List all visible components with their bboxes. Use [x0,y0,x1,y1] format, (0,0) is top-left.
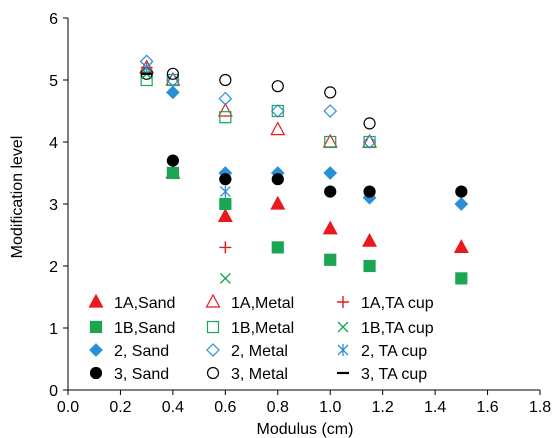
data-point [219,197,232,211]
data-point [363,117,376,130]
x-tick-label: 1.2 [372,399,394,416]
data-point [219,241,232,254]
data-point [217,208,233,222]
legend-label: 1B,Metal [231,320,294,337]
legend-label: 1A,Metal [231,295,294,312]
data-point [454,197,469,211]
data-point [453,239,469,253]
data-point [219,185,231,198]
data-point [363,259,376,273]
legend-marker [206,320,220,334]
data-point [270,121,286,136]
data-point [271,173,284,186]
data-point [166,67,179,80]
data-point [324,253,337,266]
legend-marker [206,366,220,380]
legend-label: 1A,TA cup [361,295,434,312]
data-points [139,54,469,285]
x-ticks: 0.0 0.2 0.4 0.6 0.8 1.0 1.2 1.4 1.6 1.8 [57,390,551,416]
x-tick-label: 0.4 [162,399,184,416]
legend-label: 1A,Sand [114,295,175,312]
legend-label: 1B,TA cup [361,320,434,337]
legend-label: 2, Metal [231,343,288,360]
legend-label: 3, Metal [231,366,288,383]
x-tick-label: 1.8 [529,399,551,416]
y-ticks: 0 1 2 3 4 5 6 [49,11,68,400]
data-point [270,195,286,210]
x-axis-label: Modulus (cm) [257,421,354,438]
x-tick-label: 1.0 [319,399,341,416]
data-point [455,185,468,198]
x-tick-label: 0.6 [214,399,236,416]
x-tick-label: 0.0 [57,399,79,416]
legend-marker [89,343,103,357]
data-point [362,135,377,149]
data-point [363,185,376,198]
legend-marker [206,343,220,357]
data-point [271,241,284,254]
data-point [324,86,337,99]
data-point [271,80,284,93]
y-tick-label: 0 [49,383,58,400]
data-point [218,91,233,106]
legend-marker [88,293,104,308]
data-point [141,61,153,74]
y-axis-label: Modification level [9,136,26,259]
data-point [270,104,285,118]
data-point [323,166,338,180]
x-tick-label: 1.6 [476,399,498,416]
x-tick-label: 1.4 [424,399,446,416]
y-tick-label: 3 [49,197,58,214]
data-point [219,173,232,186]
data-point [323,104,338,118]
data-point [271,104,284,118]
legend-marker [89,366,103,380]
legend-label: 1B,Sand [114,320,175,337]
y-tick-label: 5 [49,73,58,90]
data-point [140,73,153,87]
data-point [217,102,233,117]
legend-marker [337,321,349,333]
data-point [219,111,232,124]
legend-label: 3, Sand [114,366,169,383]
x-tick-label: 0.2 [109,399,131,416]
legend-label: 2, TA cup [361,343,427,360]
legend: 1A,Sand 1B,Sand 2, Sand 3, Sand 1A,Metal 1B,M… [88,293,434,383]
data-point [219,73,232,87]
legend-marker [337,344,349,356]
legend-marker [89,320,103,334]
data-point [362,232,378,247]
data-point [324,185,337,198]
data-point [166,85,180,100]
y-tick-label: 2 [49,259,58,276]
x-tick-label: 0.8 [267,399,289,416]
legend-label: 3, TA cup [361,366,427,383]
y-tick-label: 4 [49,135,58,152]
legend-marker [337,296,349,308]
legend-marker [205,293,221,308]
y-tick-label: 1 [49,321,58,338]
data-point [455,272,468,285]
data-point [219,272,231,284]
y-tick-label: 6 [49,11,58,28]
data-point [166,166,179,180]
legend-label: 2, Sand [114,343,169,360]
data-point [166,154,179,167]
data-point [322,220,338,235]
data-point [324,135,337,149]
